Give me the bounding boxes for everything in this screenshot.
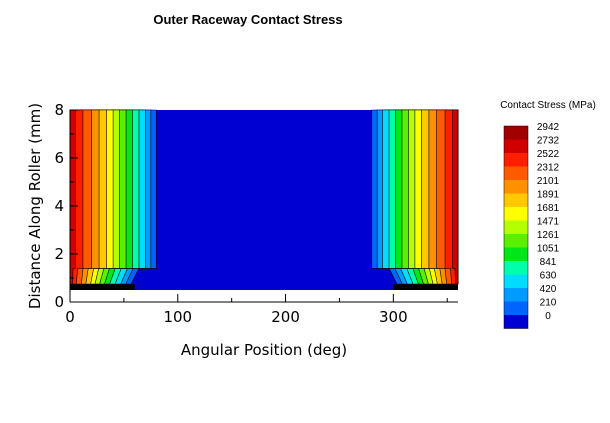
legend-swatch bbox=[504, 288, 528, 302]
legend-swatch bbox=[504, 166, 528, 180]
edge-strip-right bbox=[393, 284, 458, 290]
x-axis-label: Angular Position (deg) bbox=[181, 341, 347, 359]
x-tick-label: 200 bbox=[271, 308, 300, 326]
y-tick-label: 4 bbox=[54, 197, 64, 215]
legend-title: Contact Stress (MPa) bbox=[500, 100, 596, 111]
plot-area bbox=[69, 109, 459, 303]
legend-swatch bbox=[504, 301, 528, 315]
legend-level-label: 1051 bbox=[537, 244, 560, 255]
x-axis: 0 100 200 300 bbox=[65, 294, 448, 326]
legend-swatch bbox=[504, 139, 528, 153]
legend-swatch bbox=[504, 315, 528, 329]
legend-level-label: 2312 bbox=[537, 163, 560, 174]
x-tick-label: 0 bbox=[65, 308, 75, 326]
legend-swatch bbox=[504, 193, 528, 207]
legend-level-label: 2101 bbox=[537, 176, 560, 187]
contour-band-left bbox=[69, 109, 76, 285]
legend-level-label: 1261 bbox=[537, 230, 560, 241]
y-axis-label: Distance Along Roller (mm) bbox=[26, 103, 44, 309]
legend-level-label: 1891 bbox=[537, 190, 560, 201]
chart-title: Outer Raceway Contact Stress bbox=[153, 12, 342, 27]
legend-swatch bbox=[504, 274, 528, 288]
x-tick-label: 100 bbox=[163, 308, 192, 326]
legend-level-label: 2942 bbox=[537, 122, 560, 133]
y-tick-label: 8 bbox=[54, 101, 64, 119]
edge-strip-left bbox=[70, 284, 135, 290]
legend-level-label: 420 bbox=[540, 284, 557, 295]
legend-swatch bbox=[504, 247, 528, 261]
legend-level-label: 1681 bbox=[537, 203, 560, 214]
legend-level-label: 841 bbox=[540, 257, 557, 268]
y-tick-label: 6 bbox=[54, 149, 64, 167]
y-axis: 0 2 4 6 8 bbox=[54, 101, 78, 311]
legend-swatch bbox=[504, 234, 528, 248]
legend-swatch bbox=[504, 207, 528, 221]
legend: 2942 2732 2522 2312 2101 1891 1681 1471 1261 1051… bbox=[503, 122, 560, 329]
legend-level-label: 0 bbox=[545, 311, 551, 322]
legend-level-label: 630 bbox=[540, 271, 557, 282]
y-tick-label: 2 bbox=[54, 245, 64, 263]
legend-swatch bbox=[504, 153, 528, 167]
y-tick-label: 0 bbox=[54, 293, 64, 311]
legend-swatch bbox=[504, 220, 528, 234]
contour-band-right bbox=[452, 109, 459, 285]
legend-swatch bbox=[504, 126, 528, 140]
legend-frame bbox=[503, 125, 529, 329]
legend-level-label: 2732 bbox=[537, 136, 560, 147]
x-tick-label: 300 bbox=[379, 308, 408, 326]
legend-level-label: 1471 bbox=[537, 217, 560, 228]
legend-level-label: 2522 bbox=[537, 149, 560, 160]
legend-level-label: 210 bbox=[540, 298, 557, 309]
legend-swatch bbox=[504, 261, 528, 275]
legend-swatch bbox=[504, 180, 528, 194]
